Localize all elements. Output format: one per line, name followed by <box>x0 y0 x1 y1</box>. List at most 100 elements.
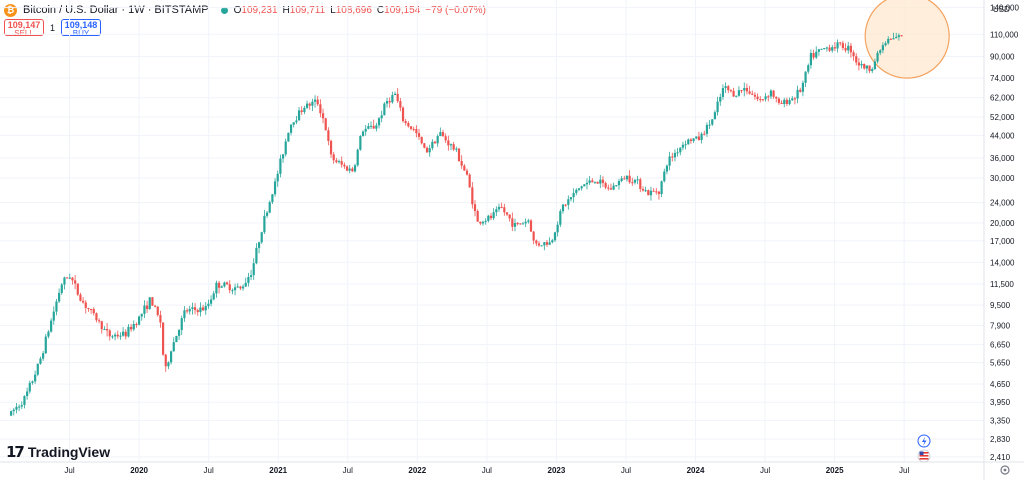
candle-body <box>111 336 114 338</box>
candle <box>292 122 295 128</box>
candle <box>791 96 794 102</box>
price-tick-label: 14,000 <box>990 258 1015 267</box>
candle <box>111 334 114 339</box>
candle-body <box>324 118 327 131</box>
price-tick-label: 9,500 <box>990 301 1011 310</box>
candle-body <box>863 63 866 69</box>
candle-body <box>388 101 391 103</box>
candle-body <box>647 190 650 196</box>
candle <box>729 89 733 93</box>
candle-body <box>785 99 789 104</box>
candle-body <box>812 53 815 58</box>
ohlc-change-value: −79 (−0.07%) <box>425 4 486 16</box>
candle <box>289 123 293 136</box>
candle-body <box>588 180 591 183</box>
candle <box>503 203 506 216</box>
candle-body <box>58 292 61 302</box>
candle-body <box>617 181 621 186</box>
candle <box>441 129 445 137</box>
candle <box>783 97 786 108</box>
sell-button[interactable]: 109,147 SELL <box>4 19 44 38</box>
candle-body <box>871 69 874 72</box>
candle-body <box>332 154 335 161</box>
candle-body <box>401 107 405 122</box>
candle <box>185 308 189 314</box>
candle <box>255 243 258 265</box>
tradingview-name: TradingView <box>27 444 111 460</box>
candle-body <box>479 221 482 224</box>
candle-body <box>708 124 711 126</box>
candle <box>401 106 405 123</box>
candle-body <box>540 245 543 247</box>
candle <box>129 323 133 332</box>
candle-body <box>113 334 117 337</box>
candle-body <box>361 131 365 137</box>
candle <box>47 330 50 339</box>
candle <box>460 155 463 169</box>
candle <box>431 139 434 151</box>
candle-body <box>857 62 860 66</box>
candle <box>860 60 863 69</box>
candle-body <box>833 47 837 49</box>
candle-body <box>697 136 701 140</box>
candle-body <box>343 164 346 167</box>
candle <box>364 125 367 136</box>
price-tick-label: 17,000 <box>990 237 1015 246</box>
buy-button[interactable]: 109,148 BUY <box>61 19 102 38</box>
candle <box>428 144 431 157</box>
candle-body <box>82 300 85 303</box>
candle-body <box>23 396 26 406</box>
candle-body <box>772 90 775 97</box>
time-tick-label: 2025 <box>826 466 844 475</box>
tradingview-logo[interactable]: 17 TradingView <box>6 443 110 461</box>
candle-body <box>759 99 762 101</box>
candle-body <box>601 179 605 183</box>
candle <box>895 32 898 39</box>
candle <box>87 307 90 312</box>
candle-body <box>591 180 594 183</box>
chart-grid <box>0 0 984 462</box>
candle <box>833 41 837 52</box>
candle <box>476 209 479 222</box>
candle <box>521 221 525 225</box>
candle-body <box>825 47 829 49</box>
candle-body <box>145 305 149 310</box>
candle <box>265 210 269 218</box>
candle-body <box>420 136 423 144</box>
candle-body <box>257 242 261 248</box>
candle-body <box>551 240 554 243</box>
us-flag-icon[interactable] <box>917 449 931 463</box>
candle-body <box>284 141 287 155</box>
candle <box>375 122 378 132</box>
price-tick-label: 110,000 <box>990 30 1019 39</box>
candle <box>297 107 301 121</box>
candle-body <box>687 139 690 145</box>
candle <box>247 272 250 287</box>
candle <box>599 174 602 189</box>
candle-body <box>340 161 343 165</box>
candle-body <box>753 94 757 97</box>
lightning-icon[interactable] <box>917 434 931 448</box>
candle-body <box>847 45 850 51</box>
gear-icon[interactable] <box>1000 465 1010 475</box>
candle <box>847 41 850 54</box>
candle-body <box>255 247 258 264</box>
candle-body <box>860 63 863 66</box>
candle <box>207 299 210 309</box>
candle <box>695 136 698 140</box>
candle-body <box>175 335 178 343</box>
candle-body <box>503 207 506 213</box>
candle <box>593 181 597 185</box>
candle <box>433 140 437 144</box>
candle-body <box>319 104 322 114</box>
candle-body <box>353 165 357 172</box>
candle-body <box>393 93 397 96</box>
candle <box>42 350 45 361</box>
candle <box>673 149 677 162</box>
candle <box>332 151 335 164</box>
candle-body <box>529 220 533 232</box>
candle-body <box>897 35 900 37</box>
candle <box>10 410 13 417</box>
candle <box>497 203 501 212</box>
